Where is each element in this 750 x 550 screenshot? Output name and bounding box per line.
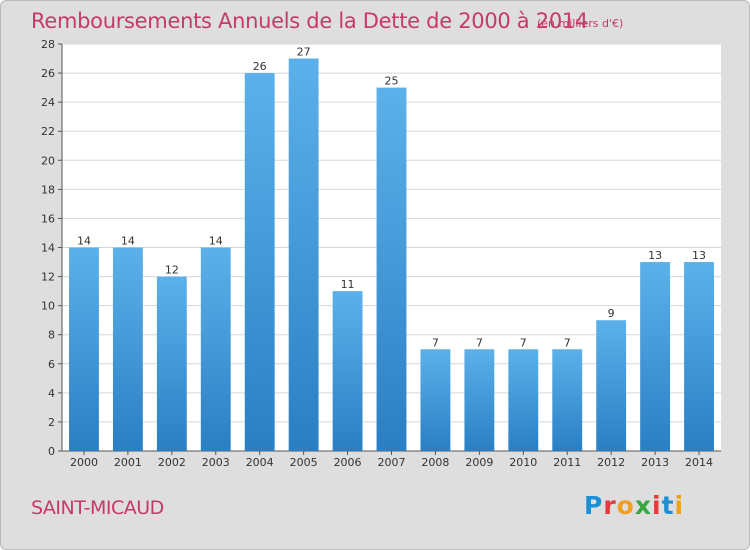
y-tick-label: 14 (41, 242, 55, 255)
logo-letter: x (634, 491, 652, 520)
y-tick-label: 6 (48, 358, 55, 371)
commune-name: SAINT-MICAUD (31, 497, 164, 519)
bar-value-label: 25 (385, 75, 399, 88)
x-tick-label: 2003 (202, 456, 230, 469)
y-tick-label: 4 (48, 387, 55, 400)
bar (464, 349, 495, 451)
logo-letter: P (584, 491, 604, 520)
x-tick-label: 2011 (553, 456, 581, 469)
bar (244, 73, 275, 452)
bar (640, 262, 671, 451)
bar (156, 276, 187, 451)
x-tick-label: 2006 (334, 456, 362, 469)
bar-value-label: 27 (297, 46, 311, 59)
bar (332, 291, 363, 451)
x-tick-label: 2005 (290, 456, 318, 469)
bar-value-label: 13 (692, 249, 706, 262)
bar-value-label: 7 (564, 336, 571, 349)
x-tick-label: 2012 (597, 456, 625, 469)
bar (69, 247, 99, 451)
x-tick-label: 2007 (378, 456, 406, 469)
x-tick-label: 2004 (246, 456, 274, 469)
chart-subtitle: (en milliers d'€) (537, 17, 624, 30)
y-tick-label: 20 (41, 154, 55, 167)
bar-value-label: 14 (121, 235, 135, 248)
bar-value-label: 7 (476, 336, 483, 349)
bar (288, 58, 319, 452)
y-tick-label: 16 (41, 212, 55, 225)
x-tick-label: 2010 (509, 456, 537, 469)
x-tick-label: 2013 (641, 456, 669, 469)
y-tick-label: 26 (41, 67, 55, 80)
x-tick-label: 2008 (421, 456, 449, 469)
logo-letter: t (661, 491, 675, 520)
bar-value-label: 13 (648, 249, 662, 262)
x-tick-label: 2000 (70, 456, 98, 469)
x-tick-label: 2014 (685, 456, 713, 469)
bar-value-label: 14 (209, 235, 223, 248)
bar (376, 87, 407, 451)
bar-value-label: 7 (520, 336, 527, 349)
bar (684, 262, 714, 451)
bar (200, 247, 231, 451)
y-tick-label: 12 (41, 271, 55, 284)
bar (420, 349, 451, 451)
x-tick-label: 2009 (465, 456, 493, 469)
bar-value-label: 11 (341, 278, 355, 291)
y-tick-label: 2 (48, 416, 55, 429)
bar-value-label: 26 (253, 60, 267, 73)
y-tick-label: 18 (41, 183, 55, 196)
bar (508, 349, 539, 451)
bar (112, 247, 143, 451)
bar-value-label: 14 (77, 235, 91, 248)
bar (596, 320, 627, 451)
bar-value-label: 9 (608, 307, 615, 320)
x-tick-label: 2001 (114, 456, 142, 469)
logo-letter: i (674, 491, 685, 520)
y-tick-label: 24 (41, 96, 55, 109)
y-tick-label: 0 (48, 445, 55, 458)
bar (552, 349, 583, 451)
logo-letter: o (616, 491, 635, 520)
bar-value-label: 7 (432, 336, 439, 349)
x-tick-label: 2002 (158, 456, 186, 469)
chart-title: Remboursements Annuels de la Dette de 20… (31, 9, 588, 33)
y-tick-label: 22 (41, 125, 55, 138)
y-tick-label: 8 (48, 329, 55, 342)
logo-letter: r (603, 491, 617, 520)
logo-letter: i (652, 491, 662, 520)
y-tick-label: 10 (41, 300, 55, 313)
y-tick-label: 28 (41, 38, 55, 51)
proxiti-logo: Proxiti (584, 491, 684, 520)
bar-value-label: 12 (165, 264, 179, 277)
